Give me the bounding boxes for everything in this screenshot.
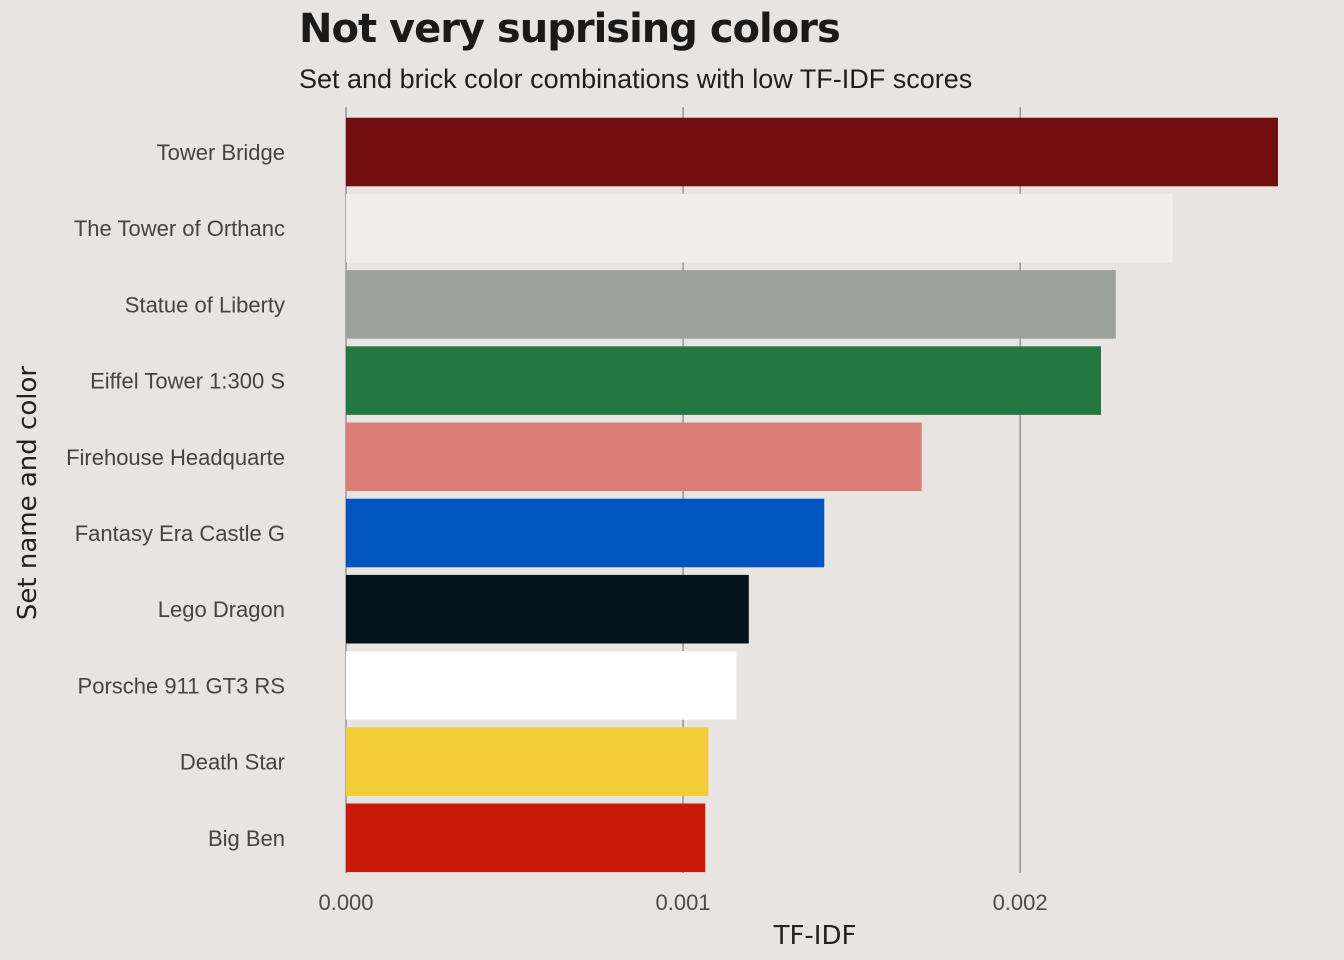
category-label-3: Eiffel Tower 1:300 S xyxy=(90,369,285,394)
category-label-6: Lego Dragon xyxy=(158,597,285,622)
bar-5 xyxy=(346,498,825,568)
category-label-7: Porsche 911 GT3 RS xyxy=(78,673,285,698)
chart-title: Not very suprising colors xyxy=(299,6,841,52)
category-label-0: Tower Bridge xyxy=(157,140,285,165)
chart-subtitle: Set and brick color combinations with lo… xyxy=(299,64,973,94)
x-tick-label-1: 0.001 xyxy=(656,890,711,915)
bars xyxy=(346,117,1278,873)
category-label-2: Statue of Liberty xyxy=(125,292,285,317)
bar-8 xyxy=(346,727,709,796)
category-label-1: The Tower of Orthanc xyxy=(74,216,285,241)
bar-9 xyxy=(346,803,706,873)
category-label-4: Firehouse Headquarte xyxy=(66,445,285,470)
category-label-8: Death Star xyxy=(180,750,285,775)
x-tick-labels: 0.000 0.001 0.002 xyxy=(318,890,1047,915)
category-labels: Tower Bridge The Tower of Orthanc Statue o… xyxy=(66,140,285,851)
bar-2 xyxy=(346,270,1116,339)
bar-3 xyxy=(346,346,1101,415)
category-label-9: Big Ben xyxy=(208,826,285,851)
bar-6 xyxy=(346,574,749,644)
bar-4 xyxy=(346,422,922,492)
bar-1 xyxy=(346,193,1173,263)
bar-7 xyxy=(346,651,737,720)
x-tick-label-2: 0.002 xyxy=(993,890,1048,915)
x-tick-label-0: 0.000 xyxy=(318,890,373,915)
category-label-5: Fantasy Era Castle G xyxy=(75,521,285,546)
bar-0 xyxy=(346,117,1278,187)
y-axis-title: Set name and color xyxy=(13,366,43,620)
x-axis-title: TF-IDF xyxy=(773,921,857,951)
